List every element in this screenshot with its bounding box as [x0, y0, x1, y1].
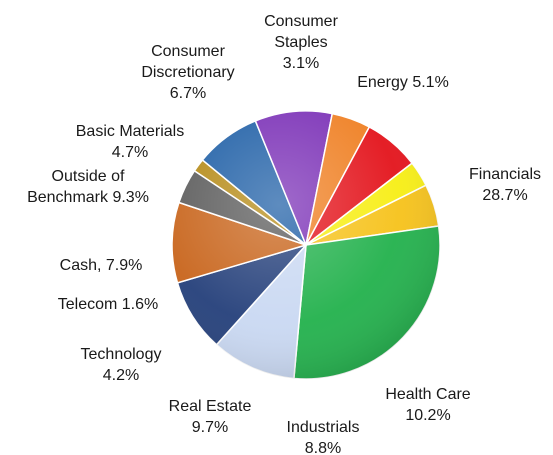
- technology-label-line: Technology: [81, 346, 162, 363]
- cash-7-9-label: Cash, 7.9%: [60, 257, 143, 274]
- industrials-label-line: 8.8%: [305, 440, 341, 455]
- financials-label-line: 28.7%: [482, 187, 527, 204]
- financials-label-line: Financials: [469, 166, 541, 183]
- consumer-label-line: 3.1%: [283, 55, 319, 72]
- industrials-label: Industrials 8.8%: [287, 419, 360, 455]
- outside-of-label: Outside of Benchmark 9.3%: [27, 168, 149, 206]
- consumer-label-line: Staples: [274, 34, 327, 51]
- health-care-label-line: Health Care: [385, 386, 470, 403]
- outside-of-label-line: Benchmark 9.3%: [27, 189, 149, 206]
- consumer-label-line: 6.7%: [170, 85, 206, 102]
- cash-7-9-label-line: Cash, 7.9%: [60, 257, 143, 274]
- real-estate-label-line: Real Estate: [169, 398, 252, 415]
- pie-slices: [171, 110, 441, 380]
- telecom-1-6-label: Telecom 1.6%: [58, 296, 159, 313]
- consumer-label-line: Discretionary: [141, 64, 234, 81]
- technology-label: Technology 4.2%: [81, 346, 162, 384]
- health-care-label-line: 10.2%: [405, 407, 450, 424]
- industrials-label-line: Industrials: [287, 419, 360, 436]
- energy-5-1-label-line: Energy 5.1%: [357, 74, 449, 91]
- consumer-label: Consumer Discretionary 6.7%: [141, 43, 234, 102]
- telecom-1-6-label-line: Telecom 1.6%: [58, 296, 159, 313]
- real-estate-label-line: 9.7%: [192, 419, 228, 436]
- basic-materials-label-line: 4.7%: [112, 144, 148, 161]
- financials-label: Financials 28.7%: [469, 166, 541, 204]
- health-care-label: Health Care 10.2%: [385, 386, 470, 424]
- pie-labels: Energy 5.1% Financials 28.7% Health Care 10.…: [27, 13, 541, 455]
- financials-slice: [293, 225, 441, 380]
- consumer-label: Consumer Staples 3.1%: [264, 13, 338, 72]
- consumer-label-line: Consumer: [264, 13, 338, 30]
- real-estate-label: Real Estate 9.7%: [169, 398, 252, 436]
- energy-5-1-label: Energy 5.1%: [357, 74, 449, 91]
- outside-of-label-line: Outside of: [52, 168, 125, 185]
- technology-label-line: 4.2%: [103, 367, 139, 384]
- basic-materials-label: Basic Materials 4.7%: [76, 123, 184, 161]
- basic-materials-label-line: Basic Materials: [76, 123, 184, 140]
- consumer-label-line: Consumer: [151, 43, 225, 60]
